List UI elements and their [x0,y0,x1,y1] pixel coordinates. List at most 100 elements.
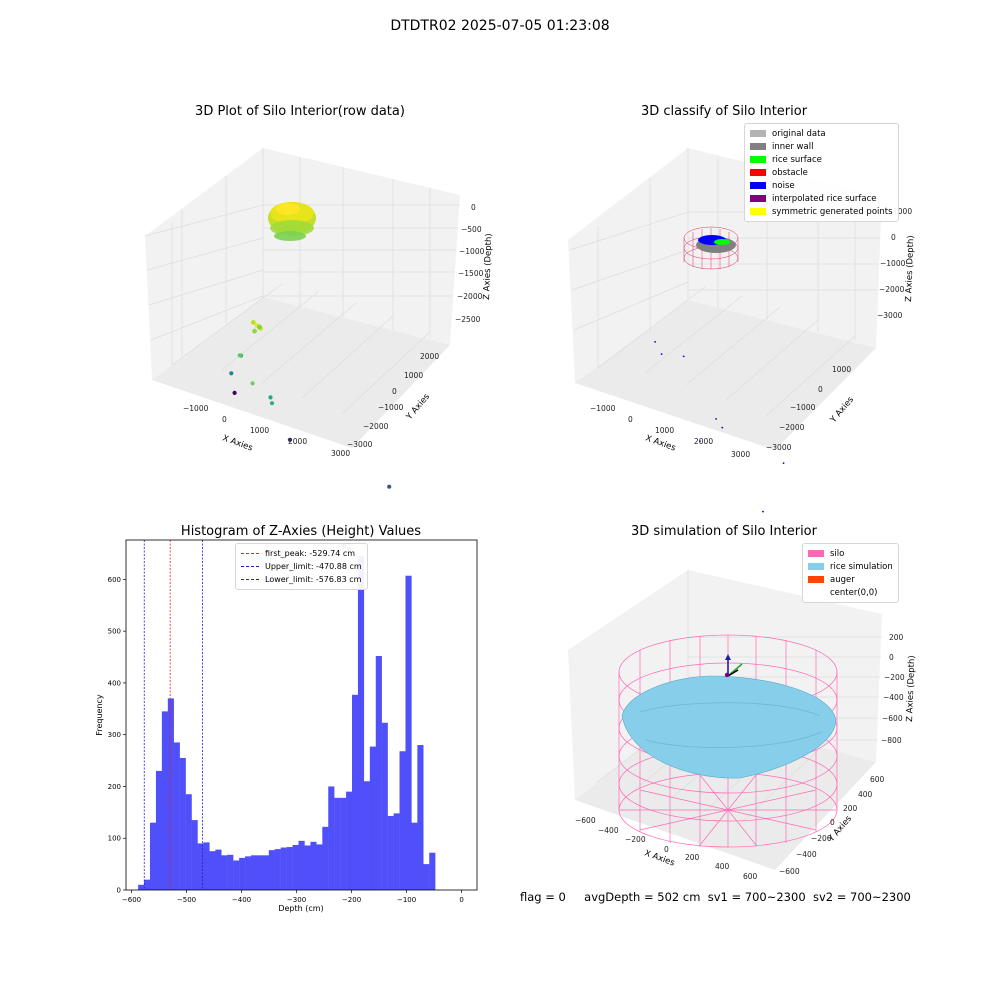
p2-pane-left [568,148,688,383]
histogram-bar [209,851,216,890]
histogram-bar [375,655,382,890]
scatter-point [268,395,273,400]
scatter-point [269,401,275,406]
p2-xtick: 0 [628,415,633,424]
p2-legend: original data inner wall rice surface ob… [744,123,899,222]
p3-legend: first_peak: -529.74 cm Upper_limit: -470… [235,543,368,590]
p4-ylabel: Y Axies [826,814,854,845]
x-tick-label: −100 [397,896,416,904]
p1-pane-left [145,148,263,380]
p2-zlabel: Z Axies (Depth) [904,235,916,302]
histogram-bar [245,856,252,890]
histogram-bar [310,841,317,890]
panel1-title: 3D Plot of Silo Interior(row data) [195,104,405,119]
histogram-bar [161,711,169,890]
p4-ytick: 0 [830,818,835,827]
p1-ytick: −3000 [347,440,373,449]
legend-swatch [750,130,766,137]
scatter-point [257,324,262,330]
legend-swatch [750,195,766,202]
sv2-text: sv2 = 700~2300 [812,890,911,904]
histogram-bar [429,852,436,890]
p4-ytick: −200 [811,834,832,843]
p1-xtick: 1000 [250,426,269,435]
p4-zlabel: Z Axies (Depth) [905,655,917,722]
scatter-point [239,353,244,358]
p4-ztick: −800 [881,736,902,745]
p2-xtick: 3000 [731,450,750,459]
p4-ztick: −200 [884,673,905,682]
p1-ztick: −1500 [458,269,484,278]
histogram-bar [203,842,210,890]
p4-ytick: −400 [796,850,817,859]
legend-item-noise: noise [750,179,893,192]
legend-item-center: center(0,0) [808,586,893,599]
histogram-bar [387,815,394,890]
p4-xtick: 200 [685,853,700,862]
histogram-vlines [143,540,203,890]
avg-depth-text: avgDepth = 502 cm [584,890,701,904]
p4-pane-floor [575,712,876,870]
legend-swatch [750,169,766,176]
p1-rice-cluster [268,202,316,241]
p4-xtick: 0 [664,845,669,854]
legend-item-rice-simulation: rice simulation [808,560,893,573]
legend-item-silo: silo [808,547,893,560]
noise-point [721,426,724,429]
histogram-bar [334,797,341,890]
p4-ztick: 0 [889,653,894,662]
histogram-bar [280,847,287,890]
p1-ylabel: Y Axies [404,392,432,423]
histogram-bar [381,722,388,890]
p1-xlabel: X Axies [221,433,254,453]
histogram-bar [144,879,151,890]
p4-ytick: 400 [858,790,873,799]
legend-swatch [808,563,824,570]
p2-ylabel: Y Axies [828,395,856,426]
histogram-bar [251,855,258,890]
noise-point [782,462,785,464]
scatter-point [254,323,260,328]
p1-ztick: −1000 [459,247,485,256]
legend-item-original-data: original data [750,127,893,140]
p2-inner-wall [696,237,736,253]
p3-axes-frame [125,539,478,891]
p2-xtick: −1000 [590,404,616,413]
histogram-bar [328,786,335,890]
y-tick-label: 500 [108,628,121,636]
scatter-point [252,328,257,334]
noise-point [682,355,685,358]
histogram-bar [304,845,311,890]
y-tick-label: 300 [108,731,121,739]
legend-line [241,553,259,554]
p2-ztick: −3000 [877,311,903,320]
legend-swatch [808,576,824,583]
histogram-bar [423,864,430,890]
p1-xtick: 2000 [288,437,307,446]
p1-ytick: 0 [392,387,397,396]
y-tick-label: 600 [108,576,121,584]
scatter-point [232,390,237,395]
legend-line [241,566,259,567]
p2-xlabel: X Axies [644,433,677,453]
legend-swatch [750,208,766,215]
histogram-bar [149,822,157,890]
x-tick-label: −500 [177,896,196,904]
legend-item-lower-limit: Lower_limit: -576.83 cm [241,573,362,586]
scatter-point [250,381,255,386]
p1-ztick: −2000 [457,292,483,301]
noise-point [715,418,717,420]
legend-swatch [808,589,824,596]
p2-xtick: 1000 [655,426,674,435]
p4-xtick: −600 [575,816,596,825]
histogram-bar [197,843,204,890]
p2-ztick: 0 [891,233,896,242]
p2-rice-surface [714,239,730,245]
p4-pane-left [568,570,688,800]
histogram-bar [340,797,347,890]
legend-swatch [808,550,824,557]
p4-ztick: −600 [882,714,903,723]
p1-ztick: −2500 [455,315,481,324]
histogram-bar [221,855,228,890]
histogram-bar [173,742,180,890]
